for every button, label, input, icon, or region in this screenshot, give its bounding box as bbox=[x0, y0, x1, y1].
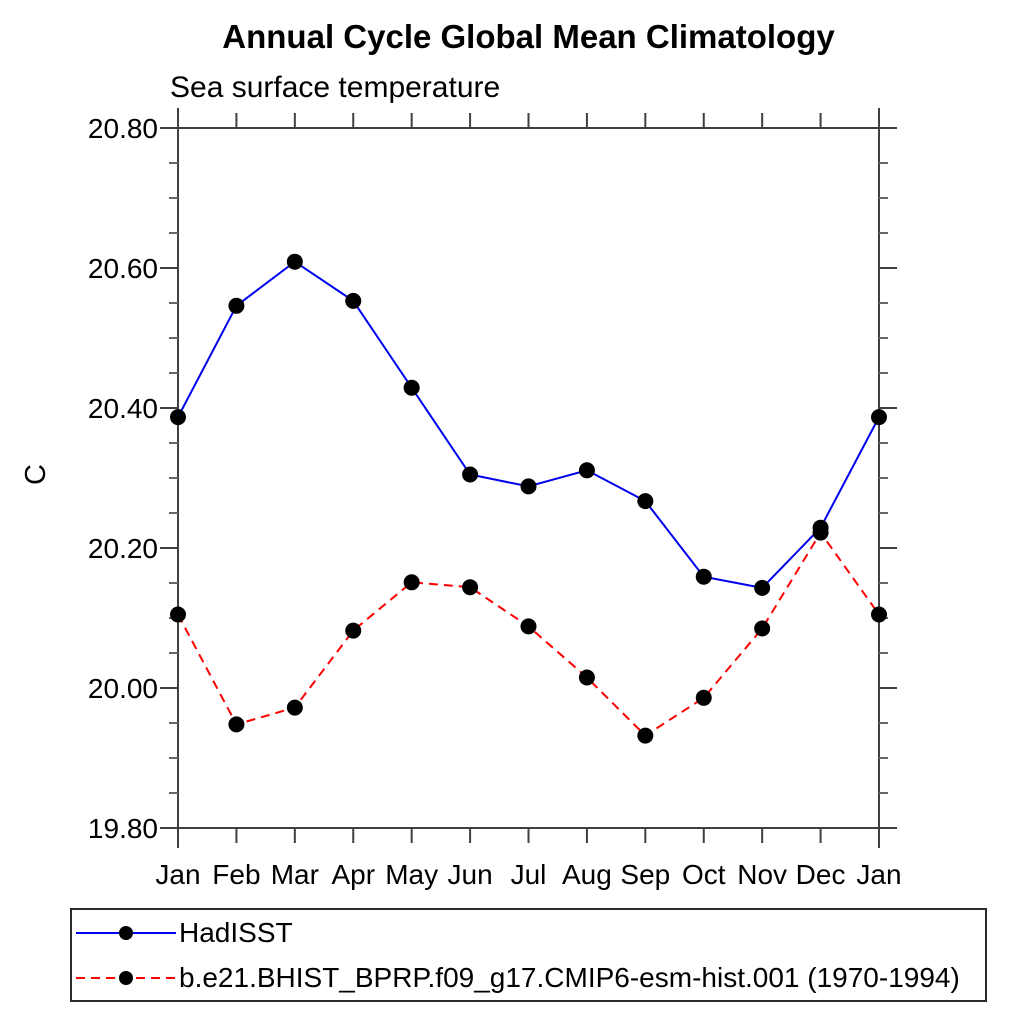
data-point-marker bbox=[228, 297, 245, 314]
legend-box: HadISST b.e21.BHIST_BPRP.f09_g17.CMIP6-e… bbox=[70, 908, 987, 1002]
x-tick-label: Aug bbox=[562, 859, 612, 890]
x-tick-label: Jun bbox=[448, 859, 493, 890]
x-tick-label: Mar bbox=[271, 859, 319, 890]
x-tick-label: Apr bbox=[331, 859, 375, 890]
data-point-marker bbox=[578, 669, 595, 686]
data-point-marker bbox=[754, 579, 771, 596]
data-point-marker bbox=[695, 689, 712, 706]
data-point-marker bbox=[462, 466, 479, 483]
x-tick-label: Jan bbox=[856, 859, 901, 890]
legend-item-hadisst: HadISST bbox=[72, 910, 985, 955]
data-point-marker bbox=[403, 574, 420, 591]
legend-marker-dot bbox=[119, 970, 133, 985]
data-point-marker bbox=[578, 462, 595, 479]
data-point-marker bbox=[228, 716, 245, 733]
y-tick-label: 20.00 bbox=[88, 673, 158, 704]
x-tick-label: Jul bbox=[511, 859, 547, 890]
data-point-marker bbox=[695, 568, 712, 585]
series-line-hadisst bbox=[177, 260, 880, 589]
data-point-marker bbox=[637, 493, 654, 510]
data-point-marker bbox=[345, 292, 362, 309]
legend-dashed-line-icon bbox=[76, 970, 176, 985]
data-point-marker bbox=[871, 606, 887, 623]
data-point-marker bbox=[462, 579, 479, 596]
x-tick-label: Feb bbox=[212, 859, 260, 890]
x-tick-label: Oct bbox=[682, 859, 726, 890]
x-tick-label: Jan bbox=[155, 859, 200, 890]
x-tick-label: May bbox=[385, 859, 438, 890]
data-point-marker bbox=[871, 409, 887, 426]
data-point-marker bbox=[520, 478, 537, 495]
data-point-marker bbox=[520, 618, 537, 635]
x-tick-label: Sep bbox=[620, 859, 670, 890]
data-point-marker bbox=[286, 253, 303, 270]
y-tick-label: 20.40 bbox=[88, 393, 158, 424]
y-tick-label: 20.60 bbox=[88, 253, 158, 284]
chart-title: Annual Cycle Global Mean Climatology bbox=[222, 18, 835, 55]
data-point-marker bbox=[403, 379, 420, 396]
legend-label-model: b.e21.BHIST_BPRP.f09_g17.CMIP6-esm-hist.… bbox=[179, 961, 960, 993]
data-point-marker bbox=[637, 727, 654, 744]
data-point-marker bbox=[170, 409, 186, 426]
y-tick-label: 20.80 bbox=[88, 113, 158, 144]
plot-area: 19.80 20.00 20.20 20.40 20.60 20.80 Jan Feb Mar A… bbox=[88, 108, 902, 890]
legend-marker-dot bbox=[119, 925, 133, 940]
legend-label-hadisst: HadISST bbox=[179, 916, 293, 948]
data-point-marker bbox=[345, 622, 362, 639]
data-point-marker bbox=[286, 699, 303, 716]
y-tick-label: 19.80 bbox=[88, 813, 158, 844]
data-point-marker bbox=[812, 524, 829, 541]
plot-frame bbox=[177, 127, 880, 829]
x-tick-label: Dec bbox=[796, 859, 846, 890]
data-point-marker bbox=[170, 606, 186, 623]
data-point-marker bbox=[754, 620, 771, 637]
x-tick-label: Nov bbox=[737, 859, 787, 890]
legend-solid-line-icon bbox=[76, 925, 176, 940]
chart-subtitle: Sea surface temperature bbox=[170, 71, 501, 104]
y-tick-label: 20.20 bbox=[88, 533, 158, 564]
legend-item-model: b.e21.BHIST_BPRP.f09_g17.CMIP6-esm-hist.… bbox=[72, 955, 985, 1000]
